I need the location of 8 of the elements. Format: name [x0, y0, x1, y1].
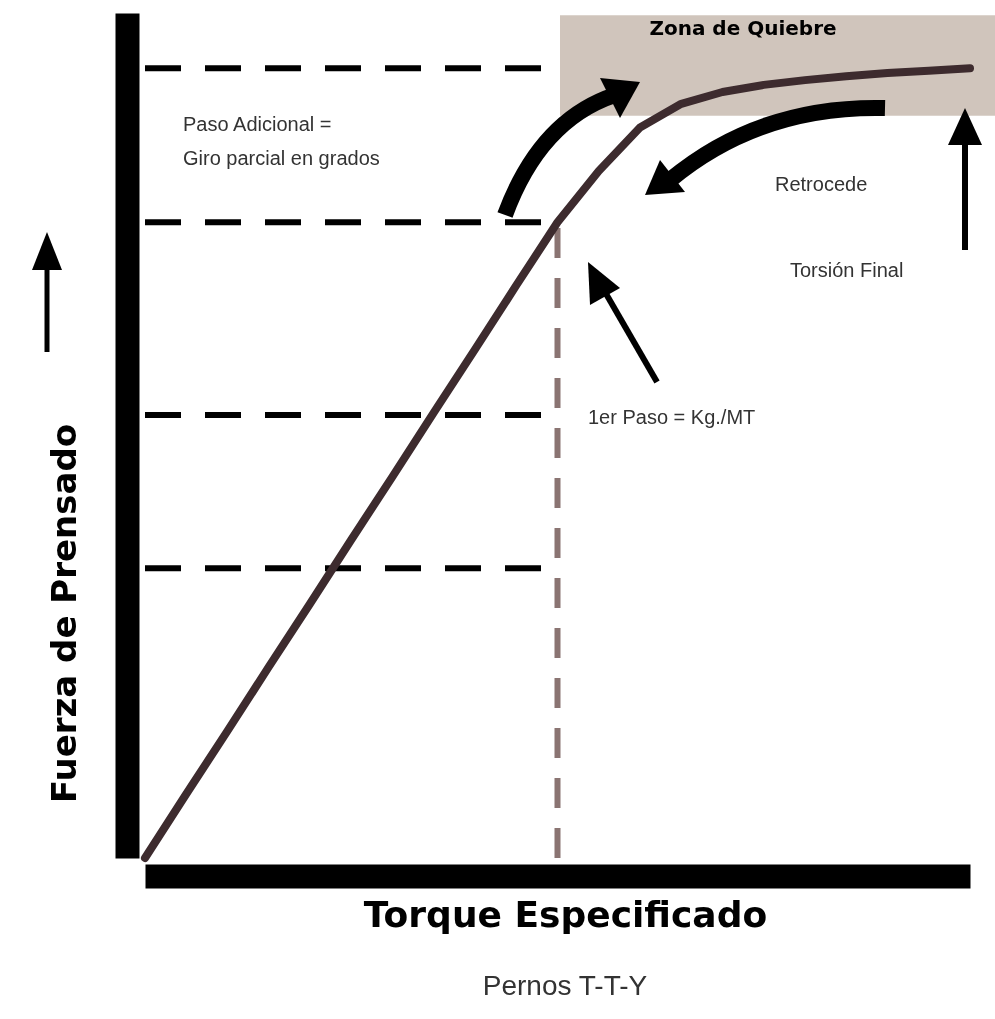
x-axis-title: Torque Especificado — [363, 893, 768, 935]
y-axis-title: Fuerza de Prensado — [43, 423, 84, 804]
annotation: Paso Adicional = Giro parcial en grados — [183, 113, 380, 169]
band-label: Zona de Quiebre — [649, 16, 837, 41]
annotation: Retrocede — [775, 173, 868, 195]
annotation: 1er Paso = Kg./MT — [588, 406, 756, 428]
text: Pernos T-T-Y — [482, 970, 648, 1001]
annotation: Torsión Final — [790, 259, 904, 281]
